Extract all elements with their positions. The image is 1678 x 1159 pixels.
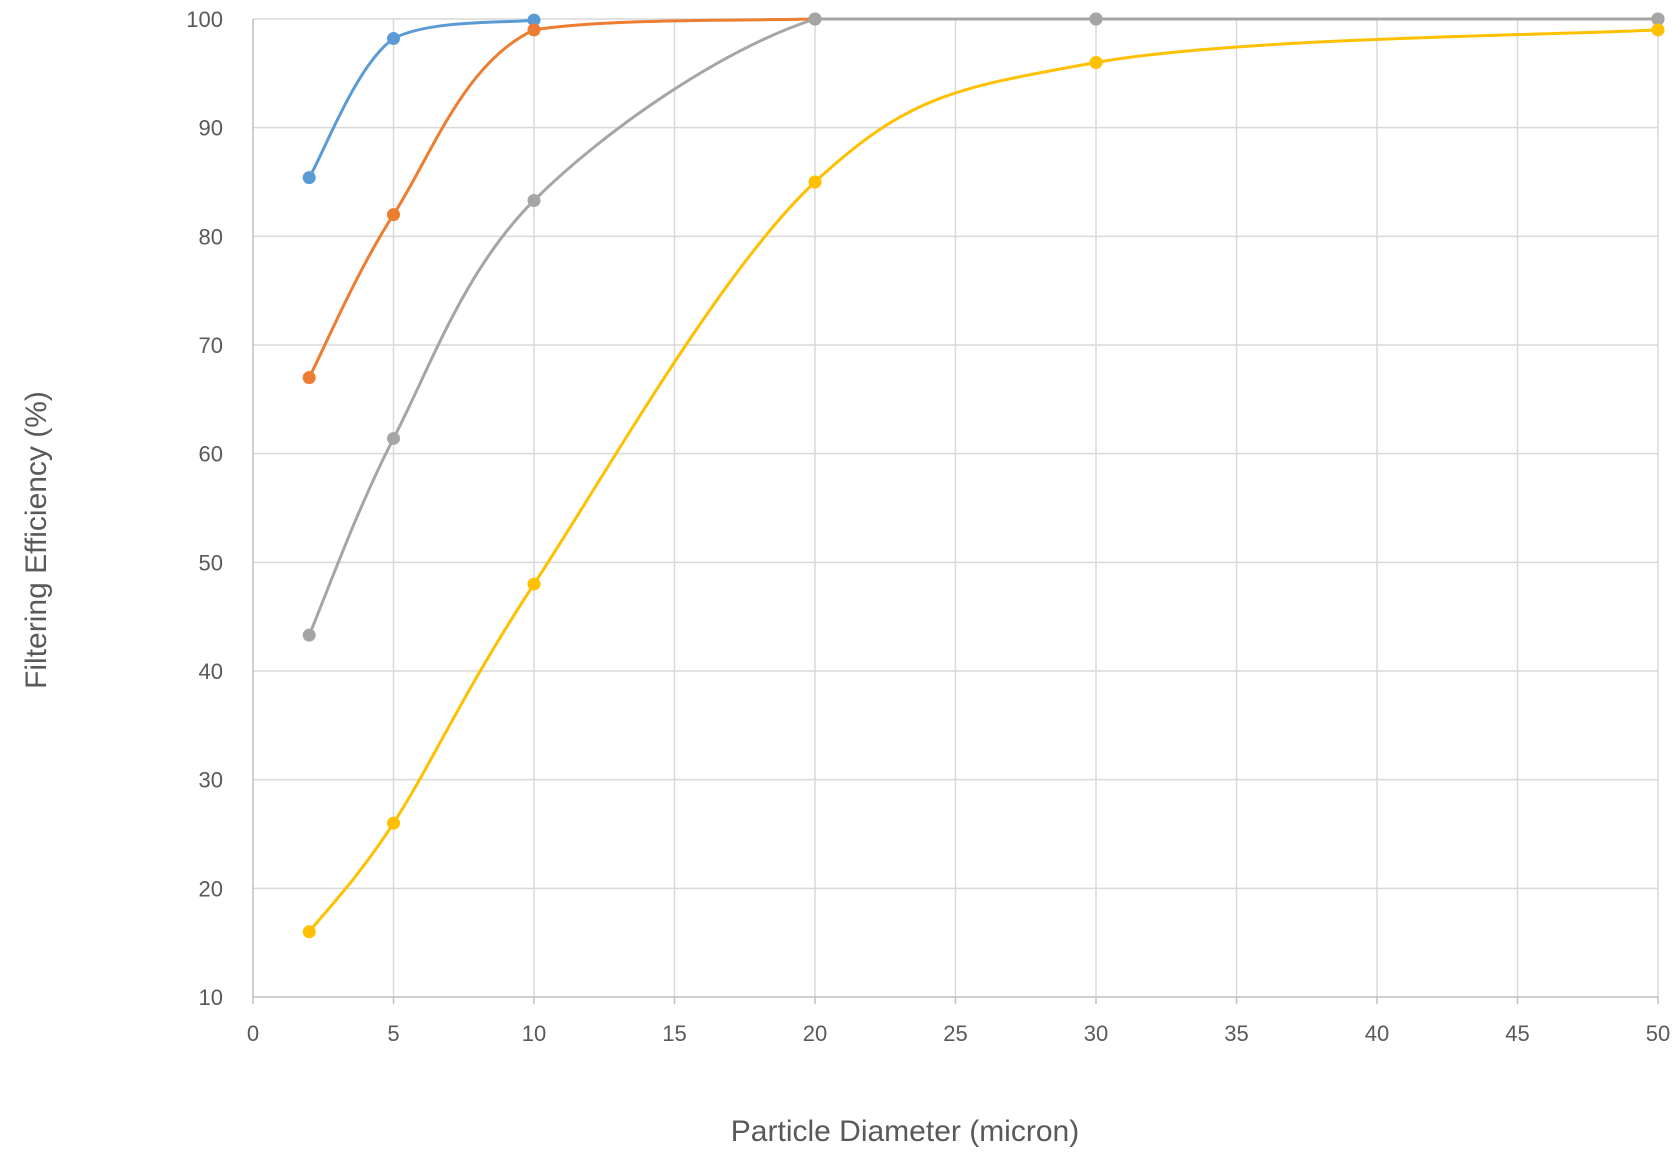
y-tick-label: 40 bbox=[199, 659, 223, 684]
y-tick-label: 100 bbox=[186, 7, 223, 32]
data-point bbox=[302, 628, 316, 642]
data-point bbox=[527, 193, 541, 207]
data-point bbox=[1089, 55, 1103, 69]
x-tick-label: 50 bbox=[1646, 1021, 1670, 1046]
y-tick-label: 80 bbox=[199, 224, 223, 249]
x-axis-title: Particle Diameter (micron) bbox=[731, 1115, 1079, 1148]
data-point bbox=[527, 577, 541, 591]
x-tick-label: 10 bbox=[522, 1021, 546, 1046]
series-line bbox=[307, 28, 1660, 934]
y-tick-label: 20 bbox=[199, 876, 223, 901]
x-tick-label: 30 bbox=[1084, 1021, 1108, 1046]
data-point bbox=[808, 12, 822, 26]
x-tick-label: 15 bbox=[662, 1021, 686, 1046]
y-axis-title: Filtering Efficiency (%) bbox=[20, 391, 53, 689]
series-3 bbox=[302, 12, 1665, 642]
series-line bbox=[307, 18, 536, 180]
data-point bbox=[527, 13, 541, 27]
axes bbox=[252, 19, 1659, 1004]
data-point bbox=[302, 371, 316, 385]
series-2 bbox=[302, 12, 1665, 385]
series bbox=[302, 12, 1665, 939]
x-tick-label: 5 bbox=[387, 1021, 399, 1046]
data-point bbox=[387, 32, 400, 46]
data-point bbox=[1651, 12, 1665, 26]
y-tick-label: 90 bbox=[199, 116, 223, 141]
x-tick-label: 20 bbox=[803, 1021, 827, 1046]
y-tick-label: 50 bbox=[199, 550, 223, 575]
series-1 bbox=[302, 13, 541, 185]
data-point bbox=[808, 175, 822, 189]
x-tick-label: 25 bbox=[943, 1021, 967, 1046]
data-point bbox=[1651, 23, 1665, 37]
data-point bbox=[387, 208, 400, 222]
series-4 bbox=[302, 23, 1665, 939]
y-tick-label: 30 bbox=[199, 768, 223, 793]
series-line bbox=[307, 17, 1660, 380]
y-tick-label: 70 bbox=[199, 333, 223, 358]
y-tick-label: 10 bbox=[199, 985, 223, 1010]
data-point bbox=[302, 171, 316, 185]
x-tick-labels: 0 5 10 15 20 25 30 35 40 45 50 bbox=[247, 1021, 1670, 1046]
data-point bbox=[1089, 12, 1103, 26]
data-point bbox=[302, 925, 316, 939]
x-tick-label: 45 bbox=[1505, 1021, 1529, 1046]
x-tick-label: 0 bbox=[247, 1021, 259, 1046]
y-tick-labels: 10 20 30 40 50 60 70 80 90 100 bbox=[186, 7, 223, 1010]
x-tick-label: 40 bbox=[1365, 1021, 1389, 1046]
x-tick-label: 35 bbox=[1224, 1021, 1248, 1046]
data-point bbox=[527, 23, 541, 37]
data-point bbox=[387, 816, 400, 830]
gridlines bbox=[253, 18, 1659, 997]
data-point bbox=[387, 431, 400, 445]
y-tick-label: 60 bbox=[199, 442, 223, 467]
series-line bbox=[307, 17, 1660, 637]
